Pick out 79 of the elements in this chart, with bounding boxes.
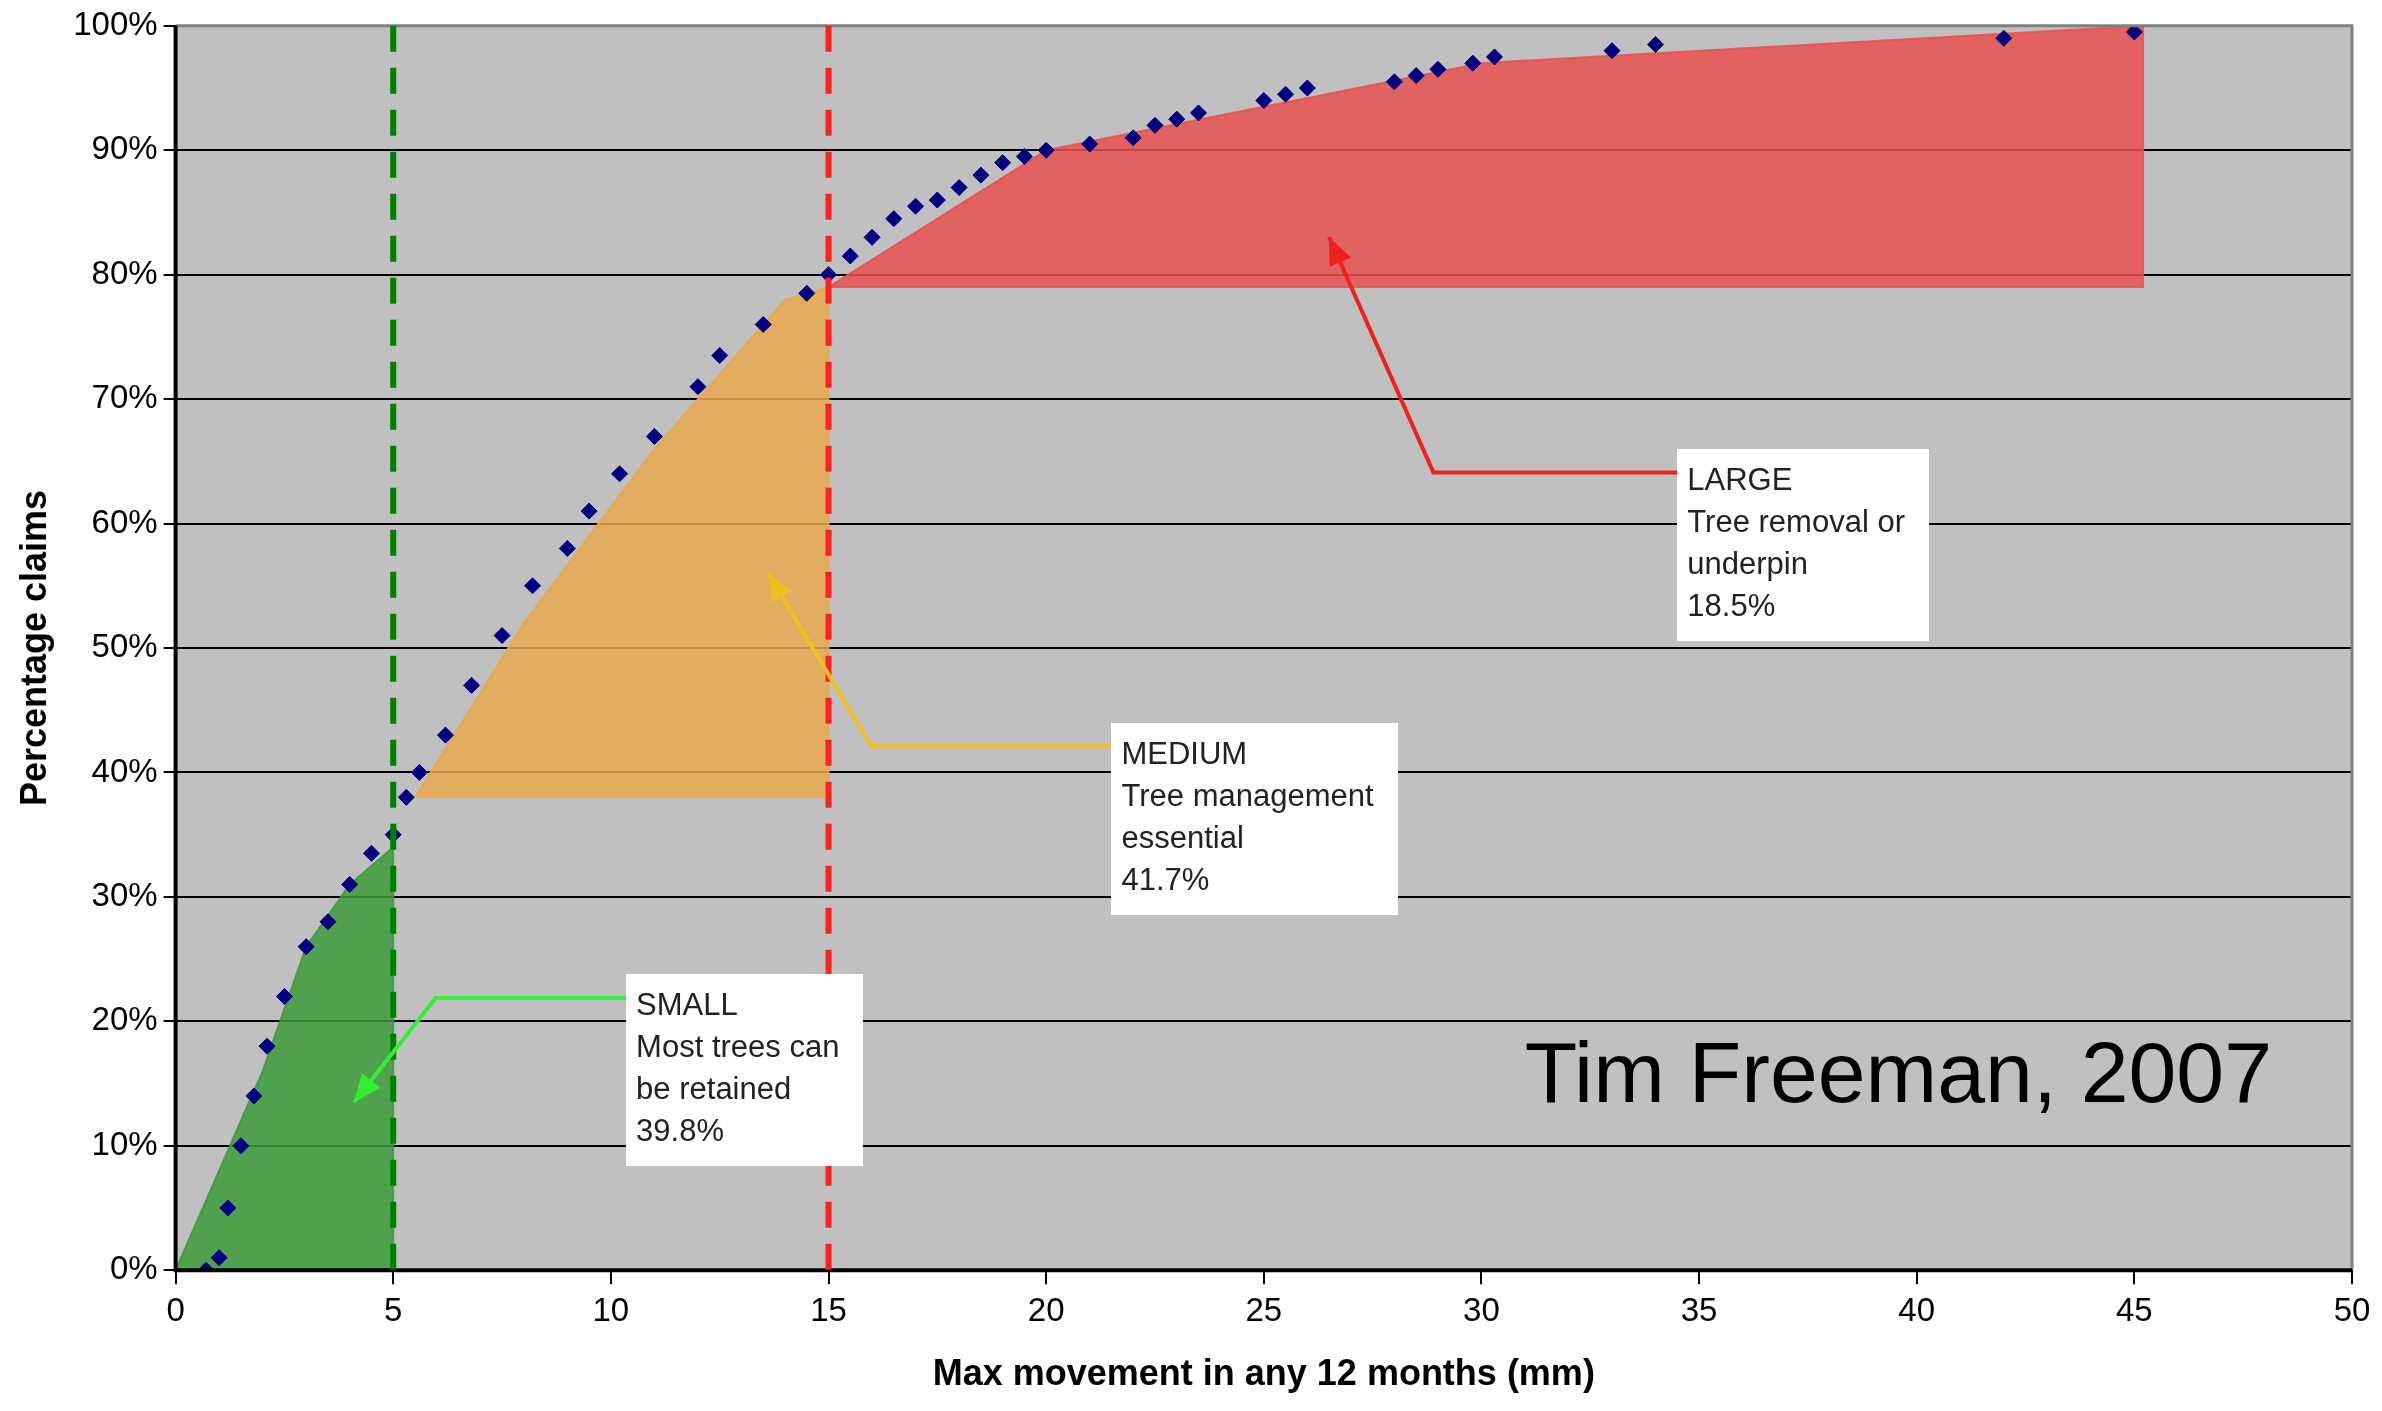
annotation: Tim Freeman, 2007 xyxy=(1524,1024,2272,1121)
point xyxy=(1464,54,1482,72)
point xyxy=(1168,110,1186,128)
point xyxy=(1995,29,2013,47)
point xyxy=(493,627,511,645)
point xyxy=(410,763,428,781)
point xyxy=(1298,79,1316,97)
point xyxy=(611,465,629,483)
point xyxy=(885,210,903,228)
point xyxy=(319,913,337,931)
annotation: SMALL Most trees can be retained 39.8% xyxy=(626,974,864,1167)
y-tick-label: 70% xyxy=(91,378,158,416)
point xyxy=(297,938,315,956)
point xyxy=(232,1137,250,1155)
point xyxy=(463,676,481,694)
y-tick-label: 50% xyxy=(91,627,158,665)
point xyxy=(689,378,707,396)
point xyxy=(362,844,380,862)
y-tick-label: 20% xyxy=(91,1000,158,1038)
x-tick-label: 15 xyxy=(810,1291,847,1329)
x-tick-label: 20 xyxy=(1027,1291,1065,1329)
point xyxy=(245,1087,263,1105)
x-tick-label: 35 xyxy=(1680,1291,1718,1329)
point xyxy=(1015,147,1033,165)
point xyxy=(950,179,968,197)
point xyxy=(2125,25,2143,41)
x-tick-label: 25 xyxy=(1245,1291,1283,1329)
point xyxy=(436,726,454,744)
point xyxy=(1277,85,1295,103)
point xyxy=(1385,73,1403,91)
point xyxy=(1146,116,1164,134)
y-tick-label: 100% xyxy=(73,4,158,42)
point xyxy=(1124,129,1142,147)
y-tick-label: 30% xyxy=(91,875,158,913)
point xyxy=(1037,141,1055,159)
point xyxy=(275,987,293,1005)
point xyxy=(1603,42,1621,60)
point xyxy=(798,284,816,302)
x-tick-label: 45 xyxy=(2116,1291,2153,1329)
point xyxy=(711,347,729,365)
annotation: MEDIUM Tree management essential 41.7% xyxy=(1111,722,1398,915)
point xyxy=(210,1249,228,1267)
point xyxy=(258,1037,276,1055)
point xyxy=(219,1199,237,1217)
point xyxy=(972,166,990,184)
x-tick-label: 10 xyxy=(592,1291,630,1329)
point xyxy=(1486,48,1503,66)
y-tick-label: 40% xyxy=(91,751,158,789)
point xyxy=(1081,135,1099,153)
point xyxy=(1255,91,1273,109)
x-tick-label: 50 xyxy=(2333,1291,2371,1329)
point xyxy=(841,247,859,265)
y-tick-label: 90% xyxy=(91,129,158,167)
point xyxy=(907,197,925,215)
y-tick-label: 80% xyxy=(91,253,158,291)
x-tick-label: 5 xyxy=(384,1291,403,1329)
point xyxy=(994,154,1012,172)
y-axis-title: Percentage claims xyxy=(12,489,54,807)
point xyxy=(1190,104,1208,122)
point xyxy=(580,502,598,520)
point xyxy=(1429,60,1447,78)
x-tick-label: 40 xyxy=(1898,1291,1936,1329)
point xyxy=(754,315,772,333)
x-axis-title: Max movement in any 12 months (mm) xyxy=(932,1352,1595,1394)
annotation: LARGE Tree removal or underpin 18.5% xyxy=(1677,448,1929,641)
point xyxy=(524,577,542,595)
y-tick-label: 10% xyxy=(91,1124,158,1162)
point xyxy=(863,228,881,246)
x-tick-label: 30 xyxy=(1463,1291,1500,1329)
point xyxy=(645,427,663,445)
point xyxy=(558,539,576,557)
point xyxy=(397,788,415,806)
point xyxy=(928,191,946,209)
point xyxy=(1407,67,1425,85)
y-tick-label: 60% xyxy=(91,502,158,540)
x-tick-label: 0 xyxy=(166,1291,185,1329)
y-tick-label: 0% xyxy=(109,1249,158,1287)
point xyxy=(341,875,359,893)
point xyxy=(1647,35,1665,53)
